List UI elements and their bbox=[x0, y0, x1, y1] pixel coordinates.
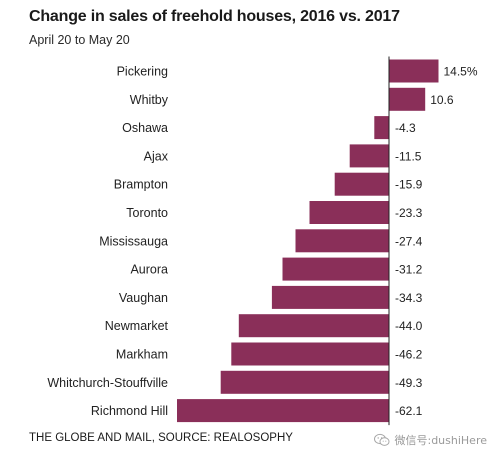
value-label: -49.3 bbox=[395, 376, 423, 390]
value-label: -23.3 bbox=[395, 206, 423, 220]
bar-aurora bbox=[282, 257, 389, 281]
watermark-text: 微信号:dushiHere bbox=[394, 434, 487, 447]
source-credit: THE GLOBE AND MAIL, SOURCE: REALOSOPHY bbox=[29, 432, 293, 444]
bar-oshawa bbox=[374, 116, 389, 140]
category-label: Newmarket bbox=[105, 319, 169, 333]
chart-title: Change in sales of freehold houses, 2016… bbox=[29, 8, 400, 25]
value-label: -4.3 bbox=[395, 121, 416, 135]
category-label: Richmond Hill bbox=[91, 404, 168, 418]
category-label: Whitchurch-Stouffville bbox=[47, 376, 168, 390]
bar-richmond-hill bbox=[177, 399, 389, 423]
category-label: Vaughan bbox=[119, 291, 168, 305]
category-label: Oshawa bbox=[122, 121, 168, 135]
wechat-icon bbox=[374, 433, 390, 446]
bar-vaughan bbox=[271, 285, 389, 309]
bar-brampton bbox=[334, 172, 389, 196]
bar-toronto bbox=[309, 201, 389, 224]
bar-whitchurch-stouffville bbox=[220, 370, 389, 394]
category-label: Whitby bbox=[130, 93, 169, 107]
value-label: 14.5% bbox=[444, 65, 478, 79]
bar-ajax bbox=[349, 144, 389, 168]
bar-newmarket bbox=[238, 314, 389, 338]
value-label: -62.1 bbox=[395, 404, 423, 418]
chart-subtitle: April 20 to May 20 bbox=[29, 33, 130, 47]
value-label: -44.0 bbox=[395, 319, 423, 333]
bar-mississauga bbox=[295, 229, 389, 253]
watermark: 微信号:dushiHere bbox=[374, 432, 487, 448]
category-label: Markham bbox=[116, 348, 168, 362]
value-label: -31.2 bbox=[395, 263, 423, 277]
category-label: Pickering bbox=[117, 65, 168, 79]
value-label: -34.3 bbox=[395, 291, 423, 305]
bar-pickering bbox=[389, 59, 439, 83]
bar-markham bbox=[231, 342, 389, 366]
value-label: -11.5 bbox=[395, 149, 422, 163]
value-label: 10.6 bbox=[430, 93, 454, 107]
category-label: Brampton bbox=[114, 178, 168, 192]
category-label: Aurora bbox=[130, 263, 168, 277]
category-label: Toronto bbox=[126, 206, 168, 220]
value-label: -15.9 bbox=[395, 178, 423, 192]
category-label: Mississauga bbox=[99, 234, 168, 248]
bar-whitby bbox=[389, 87, 426, 111]
value-label: -27.4 bbox=[395, 234, 423, 248]
value-label: -46.2 bbox=[395, 348, 423, 362]
category-label: Ajax bbox=[144, 149, 169, 163]
